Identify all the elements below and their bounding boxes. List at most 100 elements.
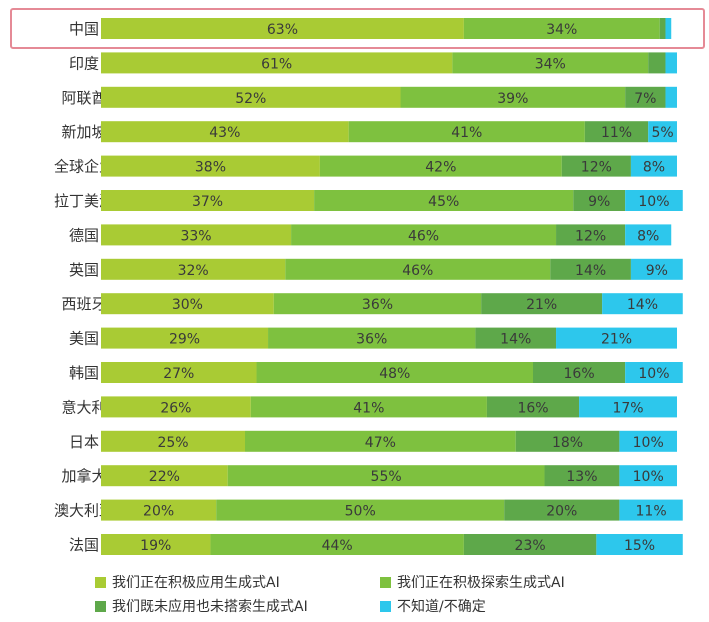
bar-segment bbox=[452, 52, 649, 74]
data-label: 8% bbox=[637, 228, 659, 244]
category-label: 西班牙 bbox=[61, 295, 106, 313]
bar-segment bbox=[101, 190, 315, 211]
bar-segment bbox=[475, 327, 557, 349]
bar-segment bbox=[101, 18, 464, 39]
data-label: 36% bbox=[356, 332, 387, 348]
bar-segment bbox=[625, 86, 666, 108]
data-label: 14% bbox=[500, 332, 531, 348]
bar-segment bbox=[210, 534, 464, 555]
category-label: 澳大利亚 bbox=[54, 502, 114, 520]
bar-segment bbox=[285, 258, 551, 280]
data-label: 46% bbox=[408, 228, 439, 244]
bar-segment bbox=[101, 155, 320, 177]
data-label: 21% bbox=[601, 332, 632, 348]
data-label: 17% bbox=[612, 400, 643, 416]
bar-segment bbox=[561, 155, 631, 177]
data-label: 50% bbox=[345, 504, 376, 520]
data-label: 33% bbox=[180, 228, 211, 244]
bar-segment bbox=[648, 52, 666, 74]
bar-segment bbox=[584, 121, 649, 143]
data-label: 43% bbox=[209, 125, 240, 141]
data-label: 13% bbox=[566, 469, 597, 485]
data-label: 14% bbox=[627, 297, 658, 313]
bar-segment bbox=[630, 258, 683, 280]
data-label: 10% bbox=[638, 366, 669, 382]
data-label: 10% bbox=[633, 435, 664, 451]
bar-segment bbox=[273, 293, 482, 315]
bar-segment bbox=[101, 327, 269, 349]
data-label: 14% bbox=[575, 263, 606, 279]
data-label: 38% bbox=[195, 160, 226, 176]
data-label: 29% bbox=[169, 332, 200, 348]
category-label: 拉丁美洲 bbox=[54, 192, 114, 210]
data-label: 27% bbox=[163, 366, 194, 382]
category-label: 日本 bbox=[69, 433, 99, 451]
bar-segment bbox=[101, 293, 274, 315]
bar-segment bbox=[665, 18, 672, 39]
legend-swatch bbox=[380, 576, 391, 588]
data-label: 36% bbox=[362, 297, 393, 313]
legend-label: 我们正在积极应用生成式AI bbox=[112, 575, 280, 591]
bar-segment bbox=[101, 258, 286, 280]
bar-segment bbox=[550, 258, 631, 280]
data-label: 9% bbox=[646, 263, 668, 279]
bar-segment bbox=[101, 465, 228, 487]
bar-segment bbox=[227, 465, 545, 487]
data-label: 18% bbox=[552, 435, 583, 451]
bar-segment bbox=[504, 499, 620, 521]
legend-swatch bbox=[380, 600, 391, 612]
bar-segment bbox=[625, 224, 672, 246]
data-label: 12% bbox=[581, 160, 612, 176]
bar-segment bbox=[596, 534, 683, 555]
data-label: 15% bbox=[624, 538, 655, 554]
data-label: 37% bbox=[192, 194, 223, 210]
bar-segment bbox=[101, 121, 349, 143]
bar-segment bbox=[619, 499, 683, 521]
data-label: 20% bbox=[546, 504, 577, 520]
category-label: 英国 bbox=[69, 261, 99, 279]
legend-swatch bbox=[95, 600, 106, 612]
data-label: 39% bbox=[497, 91, 528, 107]
data-label: 34% bbox=[535, 56, 566, 72]
legend-item: 我们既未应用也未搭索生成式AI bbox=[95, 596, 308, 616]
data-label: 63% bbox=[267, 22, 298, 38]
bar-segment bbox=[268, 327, 476, 349]
bar-segment bbox=[101, 499, 217, 521]
bar-segment bbox=[245, 430, 516, 452]
data-label: 16% bbox=[564, 366, 595, 382]
bar-segment bbox=[573, 190, 626, 211]
bar-segment bbox=[101, 362, 257, 383]
data-label: 26% bbox=[160, 400, 191, 416]
category-label: 韩国 bbox=[69, 364, 99, 382]
bar-segment bbox=[619, 430, 677, 452]
data-label: 45% bbox=[428, 194, 459, 210]
data-label: 11% bbox=[636, 504, 667, 520]
data-label: 21% bbox=[526, 297, 557, 313]
bar-segment bbox=[101, 52, 453, 74]
bar-segment bbox=[101, 396, 251, 418]
legend-swatch bbox=[95, 576, 106, 588]
category-label: 法国 bbox=[69, 536, 99, 554]
data-label: 34% bbox=[546, 22, 577, 38]
bar-segment bbox=[544, 465, 620, 487]
data-label: 19% bbox=[140, 538, 171, 554]
bar-segment bbox=[630, 155, 677, 177]
bar-segment bbox=[463, 18, 660, 39]
data-label: 32% bbox=[178, 263, 209, 279]
data-label: 52% bbox=[235, 91, 266, 107]
category-label: 美国 bbox=[69, 330, 99, 348]
bar-segment bbox=[101, 534, 211, 555]
data-label: 7% bbox=[634, 91, 656, 107]
data-label: 23% bbox=[515, 538, 546, 554]
data-label: 41% bbox=[353, 400, 384, 416]
data-label: 46% bbox=[402, 263, 433, 279]
category-label: 加拿大 bbox=[61, 467, 106, 485]
data-label: 10% bbox=[633, 469, 664, 485]
legend-label: 我们正在积极探索生成式AI bbox=[397, 575, 565, 591]
category-label: 印度 bbox=[69, 54, 99, 72]
legend-label: 我们既未应用也未搭索生成式AI bbox=[112, 599, 308, 615]
bar-segment bbox=[619, 465, 677, 487]
bar-segment bbox=[463, 534, 597, 555]
bar-segment bbox=[101, 430, 245, 452]
bar-segment bbox=[250, 396, 487, 418]
